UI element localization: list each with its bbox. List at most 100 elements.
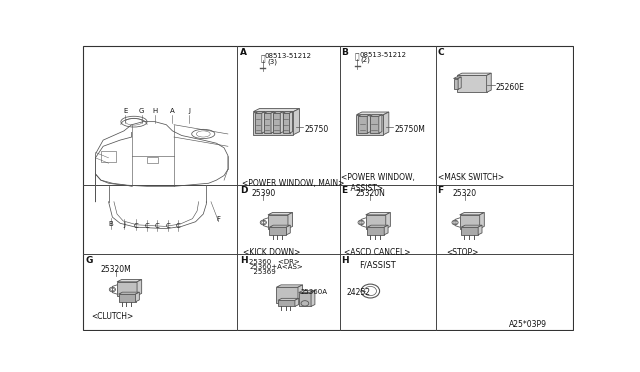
Polygon shape xyxy=(383,112,389,135)
Polygon shape xyxy=(480,212,484,229)
Polygon shape xyxy=(273,113,280,133)
Text: E: E xyxy=(124,108,127,114)
Polygon shape xyxy=(299,293,311,307)
Text: B: B xyxy=(341,48,348,57)
Polygon shape xyxy=(268,212,292,215)
Polygon shape xyxy=(278,298,299,300)
Polygon shape xyxy=(356,115,383,135)
Polygon shape xyxy=(460,215,480,229)
Polygon shape xyxy=(288,212,292,229)
Polygon shape xyxy=(379,115,382,133)
Polygon shape xyxy=(365,212,390,215)
Polygon shape xyxy=(367,115,371,133)
Text: 25260E: 25260E xyxy=(496,83,525,92)
Text: (2): (2) xyxy=(360,57,370,64)
Polygon shape xyxy=(293,109,300,135)
Text: 25320: 25320 xyxy=(453,189,477,198)
Polygon shape xyxy=(255,112,265,113)
Text: 25360   <DR>: 25360 <DR> xyxy=(250,259,300,265)
Text: (3): (3) xyxy=(267,58,277,65)
Polygon shape xyxy=(358,115,371,116)
Polygon shape xyxy=(273,112,284,113)
Polygon shape xyxy=(283,113,289,133)
Polygon shape xyxy=(461,227,478,235)
Text: <ASCD CANCEL>: <ASCD CANCEL> xyxy=(344,248,411,257)
Polygon shape xyxy=(136,292,140,302)
Text: <STOP>: <STOP> xyxy=(446,248,478,257)
Polygon shape xyxy=(271,112,274,133)
Text: F: F xyxy=(437,186,444,195)
Polygon shape xyxy=(365,215,386,229)
Text: E: E xyxy=(341,186,348,195)
Polygon shape xyxy=(137,279,141,296)
Polygon shape xyxy=(369,115,382,116)
Text: 25360+A<AS>: 25360+A<AS> xyxy=(250,264,303,270)
Text: 25750M: 25750M xyxy=(394,125,425,135)
Text: A: A xyxy=(240,48,247,57)
Polygon shape xyxy=(454,77,461,78)
Text: <POWER WINDOW,
    ASSIST>: <POWER WINDOW, ASSIST> xyxy=(341,173,415,193)
Polygon shape xyxy=(278,300,295,307)
Polygon shape xyxy=(299,291,315,293)
Polygon shape xyxy=(458,77,461,89)
Polygon shape xyxy=(287,225,291,235)
Polygon shape xyxy=(486,73,492,92)
Text: C: C xyxy=(437,48,444,57)
Text: 08513-51212: 08513-51212 xyxy=(265,53,312,59)
Text: H: H xyxy=(341,256,349,264)
Polygon shape xyxy=(295,298,299,307)
Polygon shape xyxy=(269,227,287,235)
Polygon shape xyxy=(386,212,390,229)
Polygon shape xyxy=(253,109,300,112)
Polygon shape xyxy=(478,225,482,235)
Polygon shape xyxy=(264,112,274,113)
Polygon shape xyxy=(280,112,284,133)
Text: G: G xyxy=(139,108,145,114)
Text: C: C xyxy=(145,224,149,230)
Text: 25369: 25369 xyxy=(250,269,276,276)
Text: F/ASSIST: F/ASSIST xyxy=(359,260,396,269)
Bar xyxy=(101,151,116,162)
Polygon shape xyxy=(283,112,292,113)
Text: H: H xyxy=(152,108,157,114)
Text: Ⓢ: Ⓢ xyxy=(260,54,265,63)
Text: 25360A: 25360A xyxy=(300,289,327,295)
Polygon shape xyxy=(276,285,303,287)
Text: F: F xyxy=(217,216,221,222)
Polygon shape xyxy=(458,76,486,92)
Text: H: H xyxy=(240,256,248,264)
Text: J: J xyxy=(123,222,125,228)
Polygon shape xyxy=(276,287,298,302)
Text: C: C xyxy=(175,224,180,230)
Text: Ⓢ: Ⓢ xyxy=(355,52,360,61)
Polygon shape xyxy=(454,78,458,89)
Polygon shape xyxy=(289,112,292,133)
Text: A25*03P9: A25*03P9 xyxy=(509,320,547,329)
Polygon shape xyxy=(298,285,303,302)
Polygon shape xyxy=(264,113,271,133)
Text: <CLUTCH>: <CLUTCH> xyxy=(91,312,133,321)
Text: 24252: 24252 xyxy=(346,288,371,297)
Text: <POWER WINDOW, MAIN>: <POWER WINDOW, MAIN> xyxy=(242,179,344,187)
Text: G: G xyxy=(86,256,93,264)
Polygon shape xyxy=(384,225,388,235)
Text: <KICK DOWN>: <KICK DOWN> xyxy=(243,248,301,257)
Text: C: C xyxy=(133,223,138,229)
Polygon shape xyxy=(458,73,492,76)
Text: 25320M: 25320M xyxy=(101,265,132,274)
Text: 08513-51212: 08513-51212 xyxy=(360,52,406,58)
Polygon shape xyxy=(269,225,291,227)
Text: C: C xyxy=(155,224,159,230)
Polygon shape xyxy=(117,282,137,296)
Text: A: A xyxy=(170,108,175,114)
Polygon shape xyxy=(118,294,136,302)
Text: B: B xyxy=(109,221,113,227)
Polygon shape xyxy=(369,116,379,133)
Text: 25390: 25390 xyxy=(251,189,275,198)
Polygon shape xyxy=(118,292,140,294)
Polygon shape xyxy=(268,215,288,229)
Bar xyxy=(147,157,158,163)
Polygon shape xyxy=(255,113,262,133)
Text: J: J xyxy=(188,108,191,114)
Polygon shape xyxy=(117,279,141,282)
